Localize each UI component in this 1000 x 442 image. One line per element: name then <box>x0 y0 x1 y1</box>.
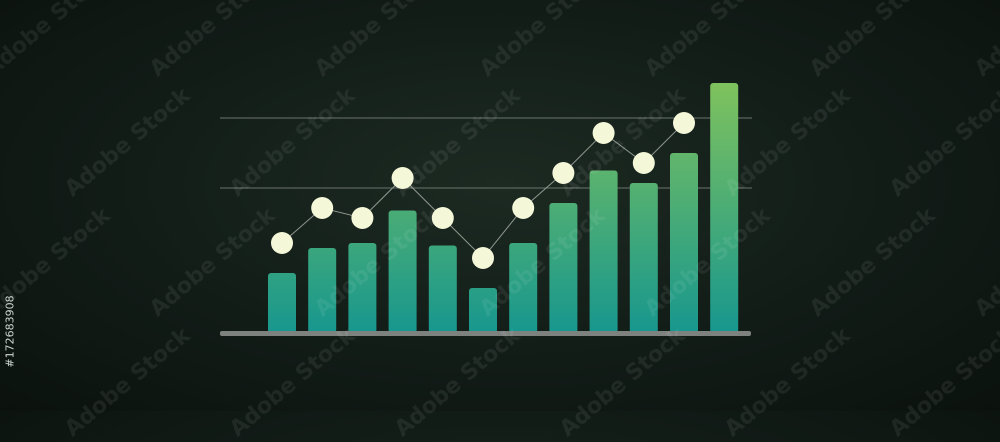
bar <box>348 243 377 333</box>
bar <box>670 153 698 333</box>
bar <box>268 273 296 333</box>
data-point <box>673 112 695 134</box>
data-point <box>512 197 535 219</box>
data-point <box>552 162 575 184</box>
bar <box>509 243 538 333</box>
data-point <box>472 247 494 269</box>
data-point <box>431 207 454 229</box>
bar <box>589 170 618 333</box>
data-point <box>351 207 374 229</box>
bar <box>469 288 497 333</box>
data-point <box>632 152 655 174</box>
bar <box>308 248 337 333</box>
data-point <box>271 232 293 254</box>
data-point <box>592 122 615 144</box>
bar <box>388 210 417 333</box>
data-point <box>311 197 334 219</box>
bar <box>710 83 739 333</box>
data-point <box>391 167 414 189</box>
bar <box>629 183 658 333</box>
chart-svg <box>220 83 752 336</box>
bar <box>549 203 578 333</box>
bar <box>428 245 457 333</box>
stock-id-label: #172683908 <box>3 295 17 368</box>
baseline <box>220 331 751 336</box>
